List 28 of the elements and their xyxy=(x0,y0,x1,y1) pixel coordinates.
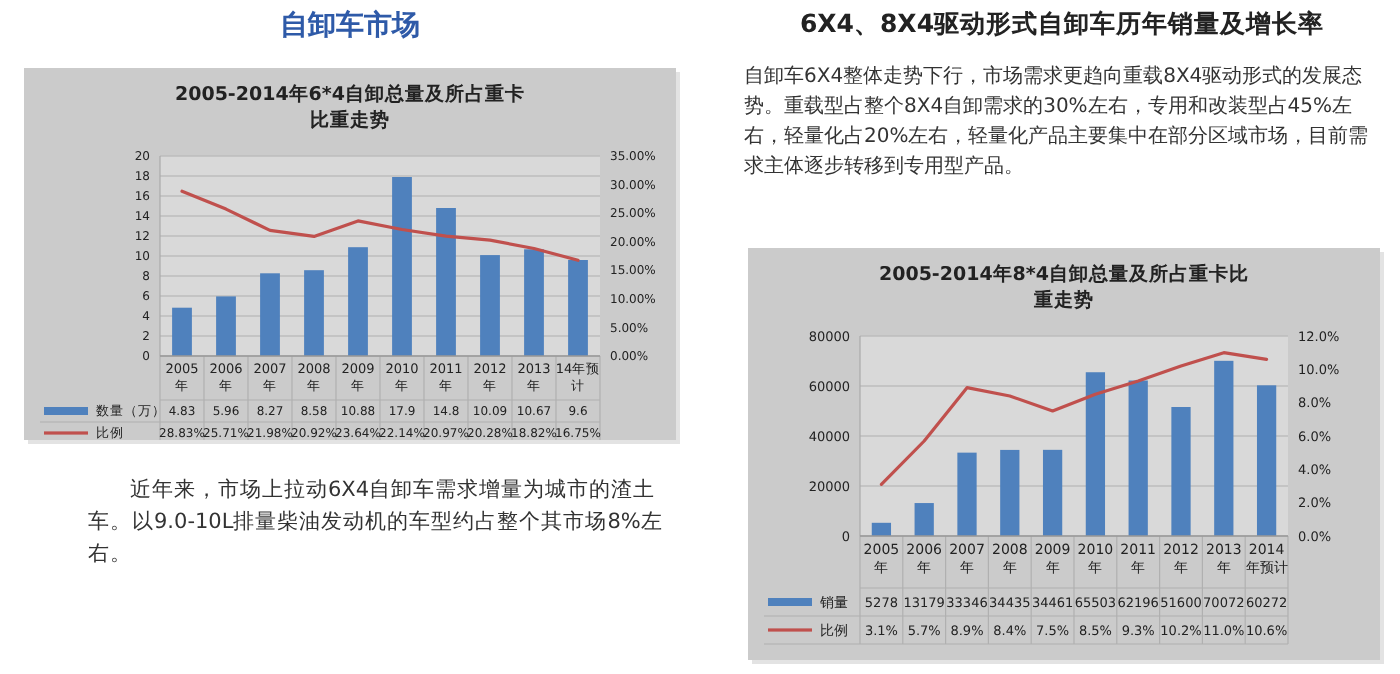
bar xyxy=(304,270,324,356)
bar xyxy=(1128,380,1148,536)
text: 近年来，市场上拉动6X4自卸车需求增量为城市的渣土车。以9.0-10L排量柴油发动机的车型约占整个其市场8%左右。 xyxy=(88,476,665,569)
bar xyxy=(480,255,500,356)
bar xyxy=(524,249,544,356)
line-series xyxy=(879,351,1269,486)
bar xyxy=(568,260,588,356)
bar xyxy=(1171,407,1191,536)
bar xyxy=(1085,372,1106,536)
bar xyxy=(172,307,192,356)
chart-title: 2005-2014年8*4自卸总量及所占重卡比重走势 xyxy=(876,264,1251,316)
bar xyxy=(436,208,456,356)
bar xyxy=(1042,449,1063,536)
bar xyxy=(1256,385,1277,536)
text: 自卸车6X4整体走势下行，市场需求更趋向重载8X4驱动形式的发展态势。重载型占整个8X4自卸需求的30%左右，专用和改装型占45%左右，轻量化占20%左右，轻量化产品主要集中在部分区域市场，目前需求主体逐步转移到专用型产品。 xyxy=(744,63,1371,182)
text: 6X4、8X4驱动形式自卸车历年销量及增长率 xyxy=(797,8,1327,42)
bar xyxy=(957,452,977,536)
bar xyxy=(348,247,368,356)
line-series xyxy=(180,189,580,262)
bar xyxy=(1214,360,1234,536)
bar xyxy=(392,177,412,356)
chart-title: 2005-2014年6*4自卸总量及所占重卡比重走势 xyxy=(172,84,527,136)
bar xyxy=(871,522,892,536)
bar xyxy=(216,296,236,356)
bar xyxy=(914,503,934,536)
bar xyxy=(1000,449,1020,536)
bar xyxy=(260,273,280,356)
text: 自卸车市场 xyxy=(278,8,422,44)
